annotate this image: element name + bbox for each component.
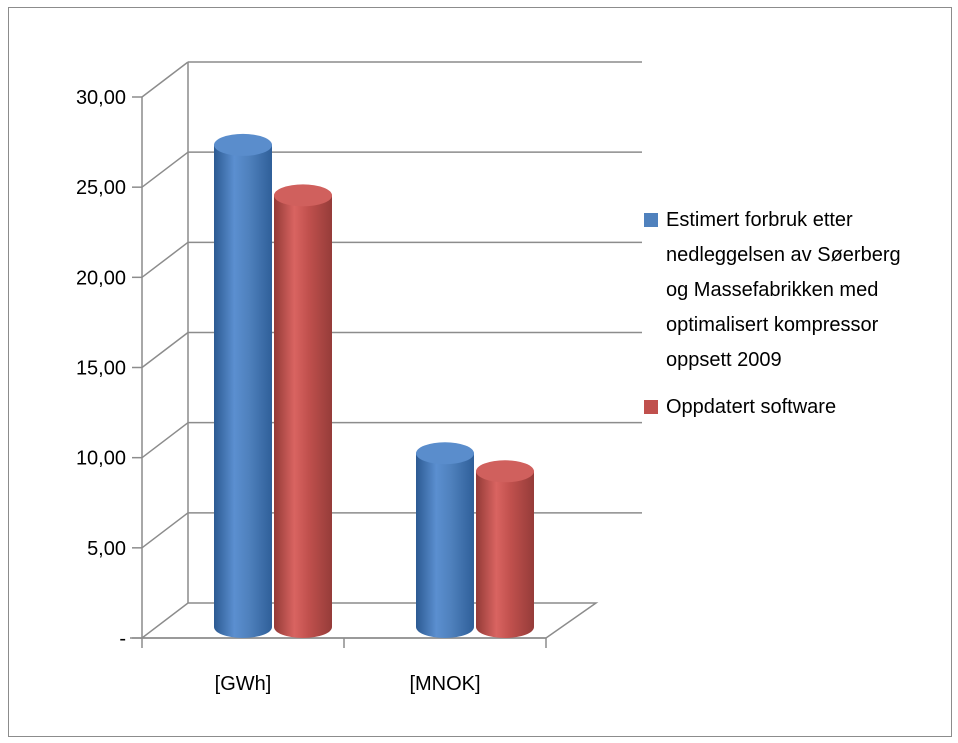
- y-tick-label: 15,00: [76, 358, 126, 380]
- legend-label: nedleggelsen av Søerberg: [666, 244, 901, 266]
- bar-estimert-1: [416, 442, 474, 638]
- legend-entry-0: Estimert forbruk etter nedleggelsen av Sø…: [644, 209, 901, 371]
- x-category-label: [GWh]: [215, 673, 272, 695]
- y-tick-label: 20,00: [76, 267, 126, 289]
- y-tick-label: 5,00: [87, 538, 126, 560]
- bar-top: [416, 442, 474, 465]
- gridline-side: [141, 331, 189, 369]
- bar-body: [476, 471, 534, 638]
- legend-entry-1: Oppdatert software: [644, 396, 836, 418]
- bar-body: [416, 453, 474, 638]
- legend-label: Estimert forbruk etter: [666, 209, 853, 231]
- legend-label: oppsett 2009: [666, 349, 782, 371]
- x-axis-ticks: [GWh] [MNOK]: [141, 638, 547, 695]
- legend-label: og Massefabrikken med: [666, 279, 878, 301]
- legend-swatch: [644, 213, 658, 227]
- bar-top: [274, 184, 332, 207]
- gridline-side: [141, 422, 189, 459]
- y-tick-label: 30,00: [76, 87, 126, 109]
- bar-oppdatert-1: [476, 460, 534, 638]
- bar-body: [274, 195, 332, 638]
- legend-label: Oppdatert software: [666, 396, 836, 418]
- y-tick-label: 25,00: [76, 177, 126, 199]
- y-axis-ticks: - 5,00 10,00 15,00 20,00 25,00 30,00: [76, 87, 142, 650]
- gridline-side: [141, 512, 189, 549]
- bar-oppdatert-0: [274, 184, 332, 638]
- gridline-side: [141, 61, 189, 98]
- bar-top: [476, 460, 534, 483]
- bar-estimert-0: [214, 133, 272, 639]
- x-category-label: [MNOK]: [409, 673, 480, 695]
- legend-swatch: [644, 400, 658, 414]
- legend-label: optimalisert kompressor: [666, 314, 879, 336]
- y-tick-label: 10,00: [76, 448, 126, 470]
- bar-top: [214, 133, 272, 156]
- gridline-side: [141, 151, 189, 188]
- gridline-side: [141, 241, 189, 278]
- y-tick-label: -: [119, 628, 126, 650]
- legend: Estimert forbruk etter nedleggelsen av Sø…: [644, 209, 901, 418]
- bar-body: [214, 144, 272, 639]
- bars: [214, 133, 534, 639]
